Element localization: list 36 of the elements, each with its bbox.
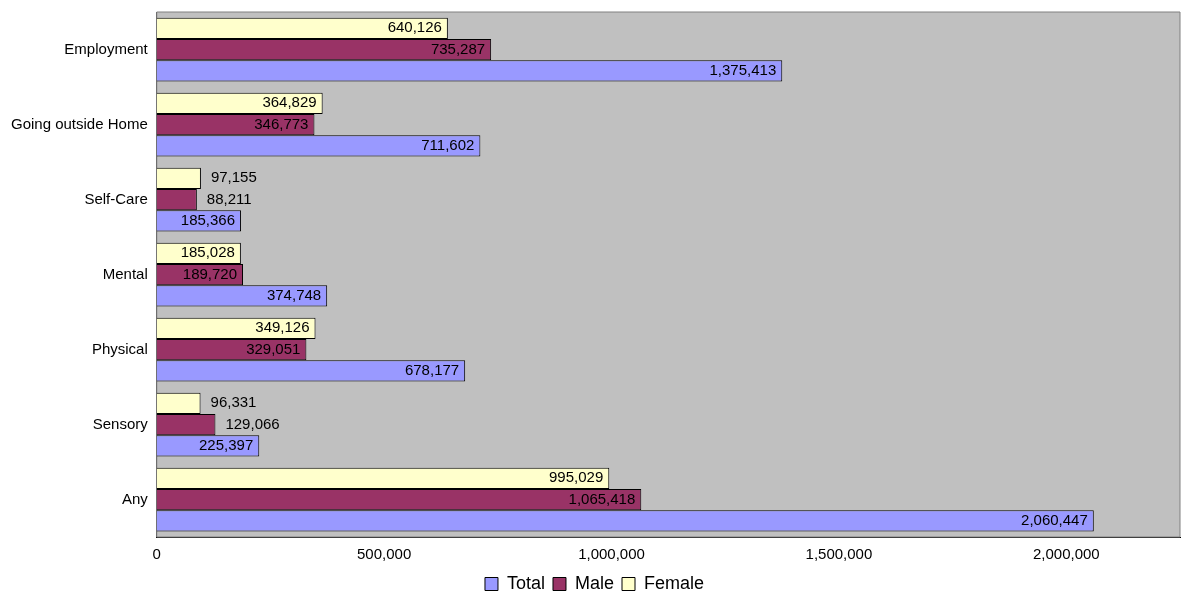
data-label: 185,028 (180, 243, 235, 261)
data-label: 189,720 (182, 264, 238, 282)
y-tick-label: Self-Care (84, 189, 148, 207)
y-tick-label: Physical (91, 339, 148, 357)
x-tick-label: 1,000,000 (578, 545, 645, 563)
data-label: 640,126 (387, 18, 442, 36)
data-label: 96,331 (210, 393, 257, 411)
y-tick-label: Mental (102, 264, 148, 282)
data-label: 1,375,413 (709, 60, 777, 78)
data-label: 678,177 (404, 360, 460, 378)
data-label: 97,155 (210, 168, 257, 186)
data-label: 185,366 (180, 210, 236, 228)
data-label: 735,287 (430, 39, 486, 57)
data-label: 995,029 (549, 468, 604, 486)
legend-label: Male (574, 572, 615, 593)
data-label: 88,211 (206, 189, 252, 207)
data-label: 129,066 (225, 414, 280, 432)
data-label: 2,060,447 (1021, 510, 1088, 528)
x-tick-label: 2,000,000 (1032, 545, 1100, 563)
legend-label: Total (506, 572, 545, 593)
data-label: 374,748 (266, 285, 322, 303)
x-tick-label: 500,000 (357, 545, 412, 563)
legend-label: Female (644, 572, 705, 593)
data-label: 1,065,418 (568, 489, 636, 507)
data-label: 346,773 (254, 114, 309, 132)
data-label: 711,602 (421, 135, 475, 153)
y-tick-label: Going outside Home (10, 114, 148, 132)
x-tick-label: 1,500,000 (805, 545, 873, 563)
x-tick-label: 0 (152, 545, 161, 563)
y-tick-label: Sensory (92, 414, 149, 432)
data-label: 364,829 (262, 93, 317, 111)
data-label: 349,126 (255, 318, 310, 336)
y-tick-label: Employment (64, 39, 149, 57)
data-label: 225,397 (199, 435, 254, 453)
y-tick-label: Any (121, 489, 149, 507)
data-label: 329,051 (246, 339, 301, 357)
